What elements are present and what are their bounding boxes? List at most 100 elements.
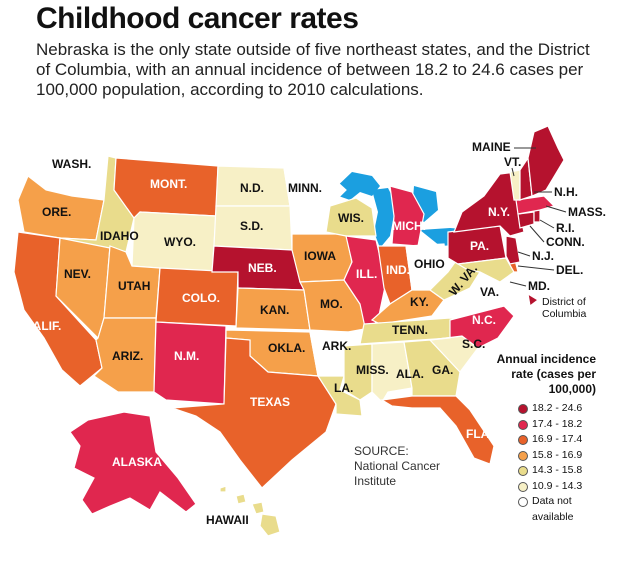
state-HI (219, 485, 281, 537)
label-MN: MINN. (288, 181, 322, 195)
legend: Annual incidence rate (cases per 100,000… (496, 352, 616, 525)
label-WY: WYO. (164, 235, 196, 249)
legend-title: Annual incidence rate (cases per 100,000… (496, 352, 596, 396)
legend-label: 17.4 - 18.2 (532, 417, 583, 430)
label-GA: GA. (432, 363, 453, 377)
label-MD: MD. (528, 279, 550, 293)
legend-swatch (518, 497, 528, 507)
label-AR: ARK. (322, 339, 351, 353)
label-OH: OHIO (414, 257, 445, 271)
dc-label: District of Columbia (542, 296, 586, 320)
label-MI: MICH. (392, 219, 426, 233)
legend-label: 10.9 - 14.3 (532, 479, 583, 492)
label-OK: OKLA. (268, 341, 305, 355)
label-MO: MO. (320, 297, 343, 311)
label-SC: S.C. (462, 337, 485, 351)
label-VT: VT. (504, 155, 521, 169)
dc-label-line2: Columbia (542, 308, 587, 320)
state-LA (316, 375, 363, 417)
dc-label-line1: District of (542, 296, 586, 308)
state-CT (517, 211, 535, 229)
label-IA: IOWA (304, 249, 336, 263)
state-ME (527, 125, 565, 197)
legend-item: 16.9 - 17.4 (518, 432, 616, 448)
label-WI: WIS. (338, 211, 364, 225)
label-FL: FLA. (466, 427, 493, 441)
legend-label: Data not available (532, 495, 574, 523)
legend-item: 10.9 - 14.3 (518, 479, 616, 495)
state-NC (429, 305, 515, 349)
label-ME: MAINE (472, 140, 511, 154)
label-MT: MONT. (150, 177, 187, 191)
legend-swatch (518, 450, 528, 461)
state-NM (153, 321, 227, 405)
state-MA (515, 195, 556, 215)
state-AK (69, 411, 197, 515)
label-IL: ILL. (356, 267, 377, 281)
label-RI: R.I. (556, 221, 575, 235)
source-line1: SOURCE: (354, 444, 409, 458)
legend-item: 15.8 - 16.9 (518, 448, 616, 464)
state-RI (533, 209, 541, 223)
label-HI: HAWAII (206, 513, 249, 527)
label-KS: KAN. (260, 303, 289, 317)
label-ND: N.D. (240, 181, 264, 195)
label-TX: TEXAS (250, 395, 290, 409)
label-NH: N.H. (554, 185, 578, 199)
label-DE: DEL. (556, 263, 583, 277)
label-OR: ORE. (42, 205, 71, 219)
legend-swatch (518, 466, 528, 476)
label-CO: COLO. (182, 291, 220, 305)
legend-item: 18.2 - 24.6 (518, 401, 616, 417)
label-AL: ALA. (396, 367, 424, 381)
state-TX (171, 337, 337, 489)
label-WA: WASH. (52, 157, 91, 171)
legend-label: 15.8 - 16.9 (532, 448, 583, 461)
legend-label: 16.9 - 17.4 (532, 433, 583, 445)
leader-lines (509, 147, 567, 287)
label-MS: MISS. (356, 363, 389, 377)
label-NM: N.M. (174, 349, 199, 363)
label-NY: N.Y. (488, 205, 510, 219)
label-NV: NEV. (64, 267, 91, 281)
legend-label: 18.2 - 24.6 (532, 402, 583, 414)
label-PA: PA. (470, 239, 489, 253)
label-VA: VA. (480, 285, 499, 299)
label-CA: CALIF. (24, 319, 61, 333)
legend-list: 18.2 - 24.6 17.4 - 18.2 16.9 - 17.4 15.8… (518, 401, 616, 525)
state-MS (343, 343, 373, 401)
label-MA: MASS. (568, 205, 606, 219)
legend-swatch (518, 481, 528, 492)
source-note: SOURCE: National Cancer Institute (354, 444, 440, 489)
label-UT: UTAH (118, 279, 150, 293)
legend-swatch (518, 404, 528, 414)
state-labels: WASH. ORE. CALIF. NEV. IDAHO MONT. WYO. … (24, 140, 606, 527)
map-subtitle: Nebraska is the only state outside of fi… (36, 40, 590, 99)
label-IN: IND. (386, 263, 410, 277)
legend-item: 17.4 - 18.2 (518, 417, 616, 433)
label-KY: KY. (410, 295, 429, 309)
source-line3: Institute (354, 474, 397, 488)
state-FL (380, 395, 495, 465)
label-AZ: ARIZ. (112, 349, 143, 363)
legend-swatch (518, 419, 528, 430)
legend-item: 14.3 - 15.8 (518, 463, 616, 479)
state-WI (325, 197, 377, 237)
label-NE: NEB. (248, 261, 277, 275)
state-NJ (505, 235, 521, 265)
map-title: Childhood cancer rates (36, 2, 359, 35)
label-LA: LA. (334, 381, 353, 395)
legend-item: Data not available (518, 494, 616, 525)
label-NC: N.C. (472, 313, 496, 327)
label-TN: TENN. (392, 323, 428, 337)
source-line2: National Cancer (354, 459, 441, 473)
state-DC (527, 292, 540, 308)
label-ID: IDAHO (100, 229, 139, 243)
label-SD: S.D. (240, 219, 263, 233)
label-NJ: N.J. (532, 249, 554, 263)
label-AK: ALASKA (112, 455, 162, 469)
label-CT: CONN. (546, 235, 585, 249)
legend-swatch (518, 435, 528, 445)
legend-label: 14.3 - 15.8 (532, 464, 583, 476)
